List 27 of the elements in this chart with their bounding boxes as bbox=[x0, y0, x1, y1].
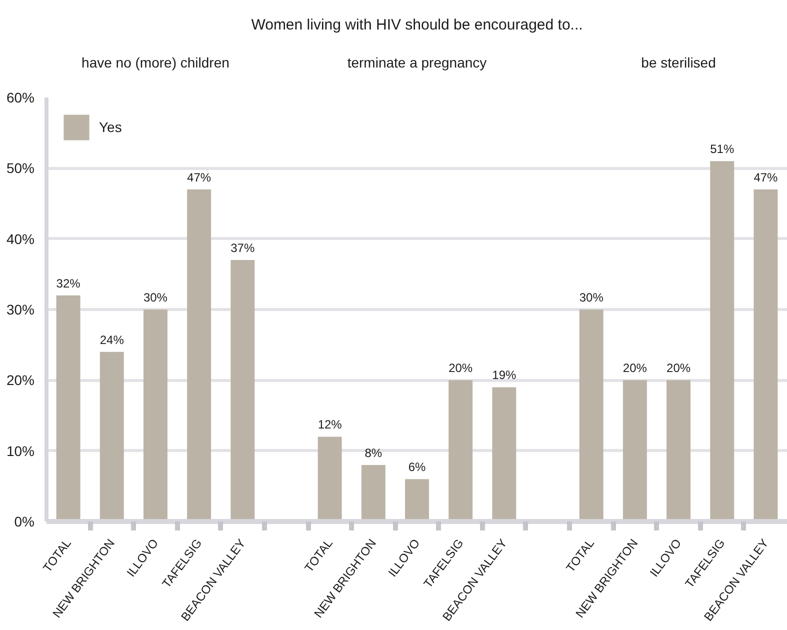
data-label: 20% bbox=[448, 361, 473, 376]
text: have no (more) children bbox=[82, 54, 230, 70]
data-label: 19% bbox=[492, 368, 517, 382]
legend-label: Yes bbox=[99, 119, 122, 135]
data-label: 8% bbox=[364, 446, 382, 460]
data-label: 47% bbox=[754, 170, 778, 184]
y-tick-label: 10% bbox=[6, 442, 35, 459]
data-label: 37% bbox=[230, 241, 255, 256]
data-label: 47% bbox=[187, 170, 212, 184]
data-label: 32% bbox=[56, 276, 81, 290]
y-tick-label: 20% bbox=[6, 372, 35, 388]
data-label: 51% bbox=[710, 142, 734, 156]
y-tick-label: 30% bbox=[6, 302, 35, 318]
data-label: 6% bbox=[408, 460, 426, 474]
data-label: 30% bbox=[143, 290, 168, 304]
data-label: 24% bbox=[100, 332, 124, 347]
data-label: 20% bbox=[622, 361, 648, 376]
data-label: 20% bbox=[666, 361, 691, 376]
y-tick-label: 0% bbox=[14, 514, 34, 530]
text: terminate a pregnancy bbox=[347, 54, 487, 70]
y-tick-label: 40% bbox=[6, 230, 35, 247]
y-tick-label: 50% bbox=[6, 160, 35, 176]
data-label: 30% bbox=[579, 290, 604, 304]
chart-title: Women living with HIV should be encouraged to... bbox=[251, 16, 583, 34]
data-label: 12% bbox=[318, 418, 342, 432]
text: be sterilised bbox=[641, 54, 716, 70]
y-tick-label: 60% bbox=[6, 90, 35, 106]
